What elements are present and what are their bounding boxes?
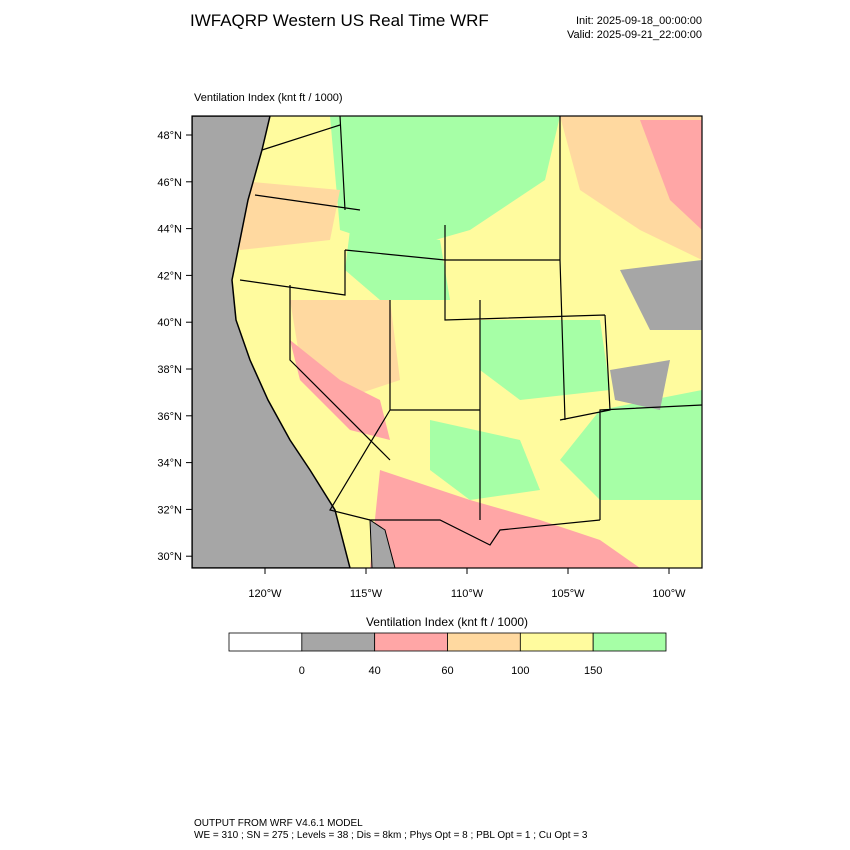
gulf: [369, 519, 396, 568]
lon-label: 110°W: [451, 588, 484, 600]
lon-label: 120°W: [248, 588, 282, 600]
colorbar-box: [519, 632, 594, 652]
state-borders: [239, 116, 702, 546]
colorbar-label: 60: [441, 665, 453, 677]
field-green: [345, 230, 450, 300]
ocean: [192, 116, 351, 568]
lon-label: 100°W: [652, 588, 686, 600]
colorbar-label: 100: [511, 665, 529, 677]
lon-label: 115°W: [350, 588, 383, 600]
lat-label: 48°N: [157, 130, 182, 142]
field-pink: [290, 340, 390, 440]
footer-line: OUTPUT FROM WRF V4.6.1 MODEL: [194, 818, 363, 829]
map-frame: [191, 115, 703, 569]
field-orange: [230, 180, 340, 250]
field-pink: [640, 120, 702, 230]
title: IWFAQRP Western US Real Time WRF: [190, 11, 489, 30]
colorbar-box: [301, 632, 376, 652]
valid-time: Valid: 2025-09-21_22:00:00: [567, 29, 702, 41]
colorbar-label: 40: [369, 665, 381, 677]
lat-label: 36°N: [157, 411, 182, 423]
field-gray: [620, 260, 702, 330]
colorbar-label: 150: [584, 665, 602, 677]
colorbar-title: Ventilation Index (knt ft / 1000): [366, 615, 528, 629]
lat-label: 44°N: [157, 224, 182, 236]
lat-label: 30°N: [157, 551, 182, 563]
colorbar-label: 0: [299, 665, 305, 677]
field-green: [480, 320, 610, 400]
colorbar-box: [592, 632, 667, 652]
colorbar-box: [374, 632, 448, 652]
field-pink: [370, 470, 640, 568]
lat-label: 38°N: [157, 364, 182, 376]
colorbar-box: [447, 632, 521, 652]
colorbar-box: [228, 632, 303, 652]
lon-label: 105°W: [551, 588, 585, 600]
lat-label: 32°N: [157, 504, 182, 516]
init-time: Init: 2025-09-18_00:00:00: [576, 15, 702, 27]
lat-label: 46°N: [157, 177, 182, 189]
footer-line: WE = 310 ; SN = 275 ; Levels = 38 ; Dis …: [194, 830, 588, 841]
field-gray: [610, 360, 670, 410]
map-field: [192, 116, 702, 568]
lat-label: 34°N: [157, 458, 182, 470]
lat-label: 42°N: [157, 270, 182, 282]
lat-label: 40°N: [157, 317, 182, 329]
field-green: [330, 116, 560, 250]
map-label: Ventilation Index (knt ft / 1000): [194, 92, 343, 104]
field-green: [560, 390, 702, 500]
field-green: [430, 420, 540, 500]
